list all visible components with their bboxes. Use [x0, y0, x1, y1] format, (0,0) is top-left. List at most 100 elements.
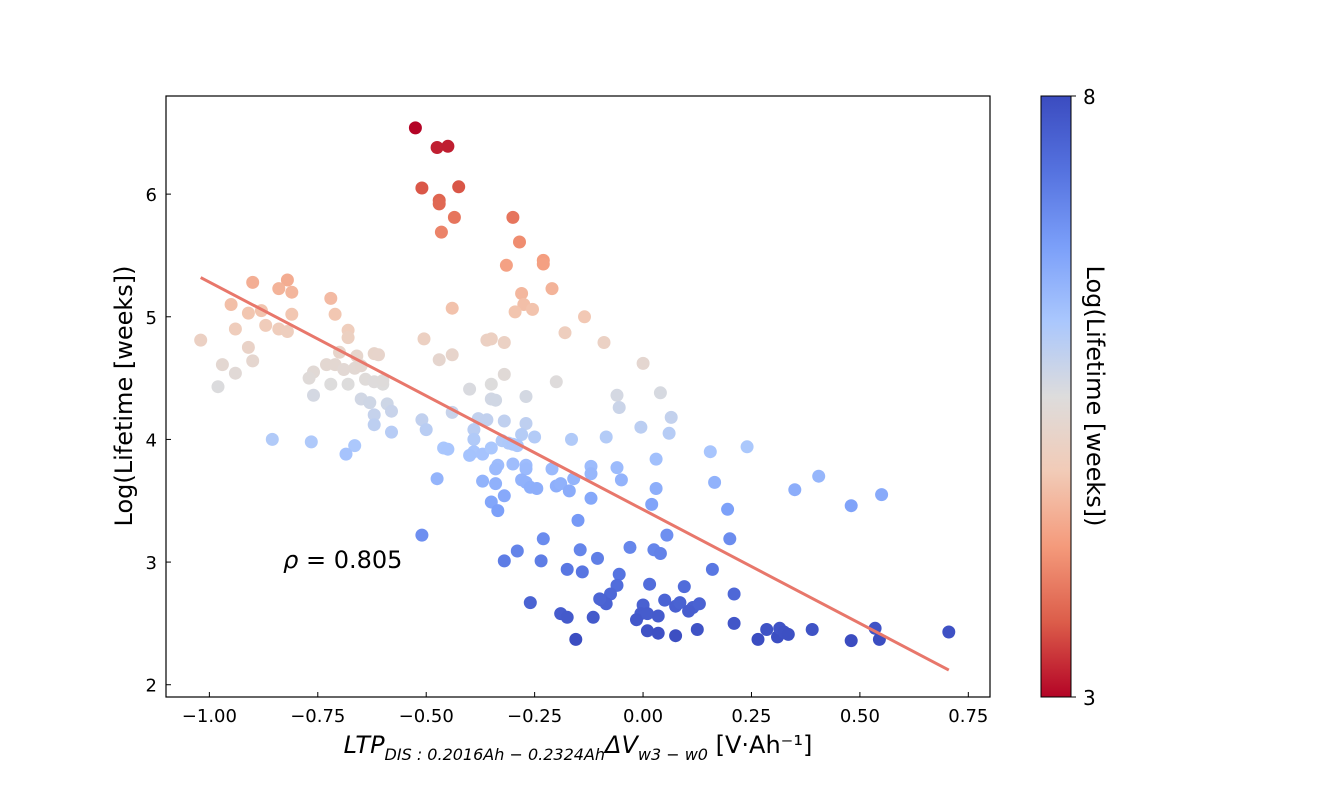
- data-point: [337, 363, 351, 376]
- data-point: [649, 482, 663, 495]
- x-tick-label: 0.25: [731, 706, 771, 727]
- data-point: [194, 333, 208, 347]
- data-point: [272, 282, 286, 296]
- data-point: [476, 474, 490, 488]
- data-point: [578, 310, 591, 324]
- data-point: [491, 504, 505, 518]
- data-point: [224, 298, 238, 311]
- data-point: [441, 442, 455, 456]
- data-point: [651, 626, 665, 640]
- data-point: [515, 428, 529, 441]
- data-point: [285, 285, 299, 299]
- y-tick-label: 2: [146, 676, 157, 697]
- data-point: [328, 307, 342, 321]
- data-point: [519, 462, 533, 476]
- data-point: [534, 554, 548, 568]
- data-point: [562, 484, 576, 498]
- data-point: [228, 366, 242, 380]
- data-point: [721, 502, 735, 516]
- data-point: [575, 565, 589, 579]
- data-point: [591, 551, 604, 565]
- data-point: [452, 180, 466, 194]
- data-point: [645, 497, 659, 511]
- data-point: [497, 489, 511, 503]
- data-point: [640, 607, 654, 621]
- data-point: [751, 632, 765, 646]
- data-point: [246, 275, 260, 289]
- data-point: [519, 417, 533, 430]
- data-point: [510, 544, 524, 558]
- regression-line: [199, 276, 950, 672]
- data-point: [528, 430, 542, 444]
- data-point: [571, 513, 585, 527]
- data-point: [480, 413, 494, 427]
- colorbar-label: Log(Lifetime [weeks]): [1081, 266, 1109, 527]
- data-point: [441, 139, 455, 153]
- data-point: [586, 610, 600, 624]
- data-point: [307, 388, 320, 402]
- data-point: [463, 448, 477, 462]
- y-tick-label: 3: [146, 553, 157, 574]
- data-point: [372, 348, 385, 362]
- data-point: [215, 358, 229, 372]
- data-point: [692, 597, 706, 611]
- data-point: [664, 410, 678, 424]
- x-axis-label: LTPDIS : 0.2016Ah − 0.2324AhΔVw3 − w0 [V…: [344, 731, 813, 764]
- data-point: [497, 414, 511, 428]
- data-point: [265, 432, 279, 446]
- data-point: [781, 627, 795, 641]
- data-point: [489, 477, 503, 491]
- data-point: [640, 624, 654, 638]
- data-point: [708, 475, 722, 489]
- data-point: [526, 302, 539, 316]
- data-point: [415, 181, 429, 195]
- x-tick-label: 0.75: [948, 706, 988, 727]
- colorbar-ticks: 38: [1071, 85, 1096, 710]
- data-point: [612, 401, 626, 414]
- data-point: [536, 532, 550, 546]
- colorbar-tick-label: 3: [1083, 686, 1096, 710]
- data-point: [875, 488, 889, 502]
- data-point: [565, 432, 578, 446]
- data-point: [554, 477, 568, 491]
- data-point: [536, 257, 550, 271]
- data-point: [662, 426, 676, 440]
- data-point: [705, 562, 719, 576]
- data-point: [519, 390, 533, 403]
- data-point: [484, 441, 498, 455]
- data-point: [506, 457, 520, 471]
- x-tick-label: −1.00: [182, 706, 237, 727]
- data-point: [560, 562, 574, 576]
- data-point: [669, 629, 683, 643]
- data-point: [513, 235, 526, 249]
- data-point: [653, 547, 667, 560]
- data-point: [612, 567, 626, 581]
- data-point: [348, 439, 362, 453]
- x-tick-label: −0.50: [399, 706, 454, 727]
- data-point: [634, 420, 648, 434]
- y-tick-label: 4: [146, 430, 157, 451]
- data-point: [385, 404, 398, 418]
- data-point: [530, 482, 544, 495]
- data-point: [341, 331, 355, 345]
- data-point: [280, 273, 294, 287]
- scatter-points: [194, 121, 956, 648]
- data-point: [363, 396, 377, 410]
- data-point: [636, 356, 650, 370]
- data-point: [597, 336, 611, 349]
- colorbar-tick-label: 8: [1083, 85, 1096, 109]
- data-point: [241, 340, 255, 354]
- data-point: [484, 332, 498, 346]
- data-point: [740, 440, 754, 454]
- data-point: [677, 580, 691, 594]
- data-point: [432, 353, 446, 367]
- data-point: [658, 593, 672, 607]
- data-point: [760, 623, 774, 636]
- data-point: [430, 472, 444, 486]
- data-point: [339, 447, 353, 461]
- data-point: [682, 604, 696, 618]
- data-point: [304, 435, 318, 449]
- data-point: [649, 452, 663, 466]
- data-point: [560, 610, 574, 624]
- data-point: [673, 596, 687, 610]
